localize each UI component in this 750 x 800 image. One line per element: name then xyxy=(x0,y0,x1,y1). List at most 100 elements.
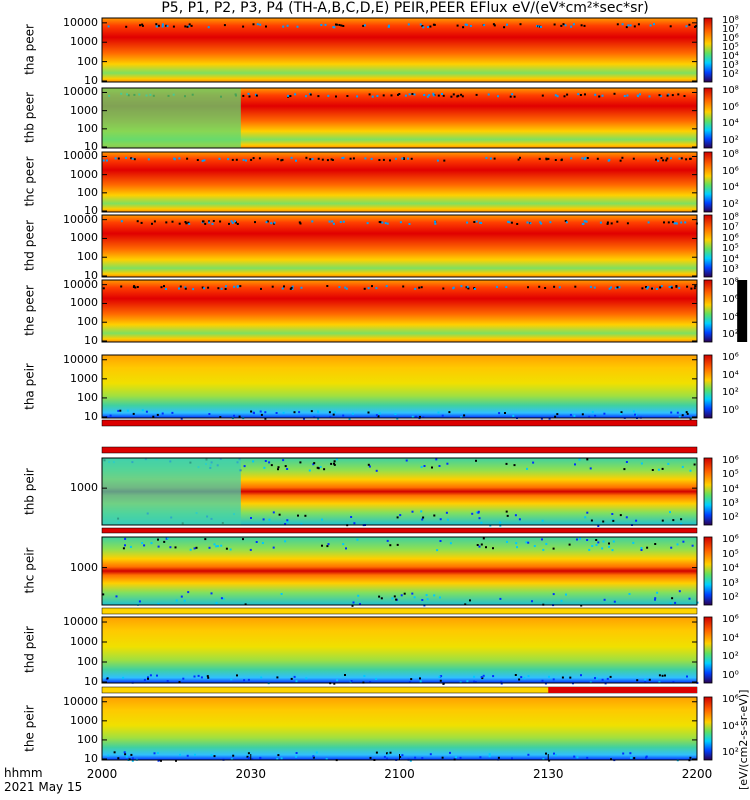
noise-speck xyxy=(290,156,293,159)
noise-speck xyxy=(202,220,204,223)
noise-speck xyxy=(210,754,213,757)
colorbar-unit-label: [eV/(cm2-s-sr-eV)] xyxy=(737,689,750,790)
noise-speck xyxy=(282,459,285,462)
noise-speck xyxy=(178,157,181,160)
noise-speck xyxy=(211,222,214,225)
noise-speck xyxy=(569,413,572,416)
noise-speck xyxy=(188,222,191,225)
noise-speck xyxy=(446,518,449,521)
panel-thb-peer xyxy=(101,87,713,149)
noise-speck xyxy=(321,518,323,521)
noise-speck xyxy=(634,413,637,416)
noise-speck xyxy=(612,540,615,543)
noise-speck xyxy=(670,285,673,288)
noise-speck xyxy=(147,677,149,680)
noise-speck xyxy=(376,95,379,97)
data-gap-bar xyxy=(737,280,748,342)
noise-speck xyxy=(663,221,665,224)
noise-speck xyxy=(640,549,643,551)
noise-speck xyxy=(579,537,581,540)
noise-speck xyxy=(410,678,413,681)
noise-speck xyxy=(296,25,299,28)
noise-speck xyxy=(200,676,203,679)
noise-speck xyxy=(584,220,587,223)
noise-speck xyxy=(476,544,479,546)
noise-speck xyxy=(685,25,688,28)
panel-tha-peer xyxy=(101,17,713,83)
noise-speck xyxy=(527,286,529,289)
noise-speck xyxy=(282,25,285,28)
noise-speck xyxy=(433,514,436,517)
noise-speck xyxy=(573,414,576,417)
y-tick-label: 100 xyxy=(77,315,98,329)
noise-speck xyxy=(178,681,181,684)
y-tick-label: 10000 xyxy=(63,277,98,291)
noise-speck xyxy=(165,221,168,224)
noise-speck xyxy=(588,415,591,418)
noise-speck xyxy=(439,679,442,682)
noise-speck xyxy=(201,159,204,162)
noise-speck xyxy=(693,463,696,466)
noise-speck xyxy=(603,598,606,601)
noise-speck xyxy=(379,221,382,224)
noise-speck xyxy=(677,93,680,96)
colorbar-tick-label: 10⁴ xyxy=(722,311,739,323)
colorbar-tick-label: 10⁵ xyxy=(722,42,739,53)
noise-speck xyxy=(433,594,436,597)
noise-speck xyxy=(635,519,638,522)
noise-speck xyxy=(247,92,250,95)
noise-speck xyxy=(286,468,289,470)
noise-speck xyxy=(115,595,118,598)
noise-speck xyxy=(582,223,585,225)
noise-speck xyxy=(190,24,193,27)
noise-speck xyxy=(565,221,568,224)
y-tick-label: 100 xyxy=(77,390,98,404)
noise-speck xyxy=(628,593,631,595)
colorbar-tick-label: 10⁸ xyxy=(722,85,739,96)
noise-speck xyxy=(229,548,232,551)
noise-speck xyxy=(362,24,365,27)
noise-speck xyxy=(440,675,443,678)
noise-speck xyxy=(475,93,478,96)
noise-speck xyxy=(539,221,542,224)
noise-speck xyxy=(293,411,296,414)
noise-speck xyxy=(423,465,426,467)
noise-speck xyxy=(114,157,117,160)
noise-speck xyxy=(452,286,455,289)
colorbar xyxy=(703,87,713,149)
noise-speck xyxy=(232,754,235,757)
noise-speck xyxy=(187,25,190,28)
colorbar-tick-label: 10⁶ xyxy=(722,694,739,705)
panel-ylabel: tha peer xyxy=(22,24,37,75)
noise-speck xyxy=(303,417,305,420)
noise-speck xyxy=(194,753,196,756)
noise-speck xyxy=(236,285,239,287)
noise-speck xyxy=(680,221,683,224)
noise-speck xyxy=(161,25,164,28)
noise-speck xyxy=(295,752,298,754)
noise-speck xyxy=(680,157,683,160)
noise-speck xyxy=(419,23,422,26)
noise-speck xyxy=(187,221,190,224)
noise-speck xyxy=(576,756,579,759)
noise-speck xyxy=(665,159,668,162)
noise-speck xyxy=(482,674,485,677)
noise-speck xyxy=(659,286,662,289)
noise-speck xyxy=(275,412,278,414)
noise-speck xyxy=(570,157,573,160)
noise-speck xyxy=(299,222,302,225)
noise-speck xyxy=(276,757,279,760)
noise-speck xyxy=(165,24,168,27)
noise-speck xyxy=(514,514,517,517)
noise-speck xyxy=(577,93,580,96)
noise-speck xyxy=(429,25,432,28)
noise-speck xyxy=(220,544,223,547)
noise-speck xyxy=(284,540,287,543)
noise-speck xyxy=(308,469,311,472)
noise-speck xyxy=(333,411,336,414)
noise-speck xyxy=(352,601,355,604)
noise-speck xyxy=(474,288,476,290)
noise-speck xyxy=(422,416,425,419)
noise-speck xyxy=(595,677,598,680)
noise-speck xyxy=(258,157,261,160)
